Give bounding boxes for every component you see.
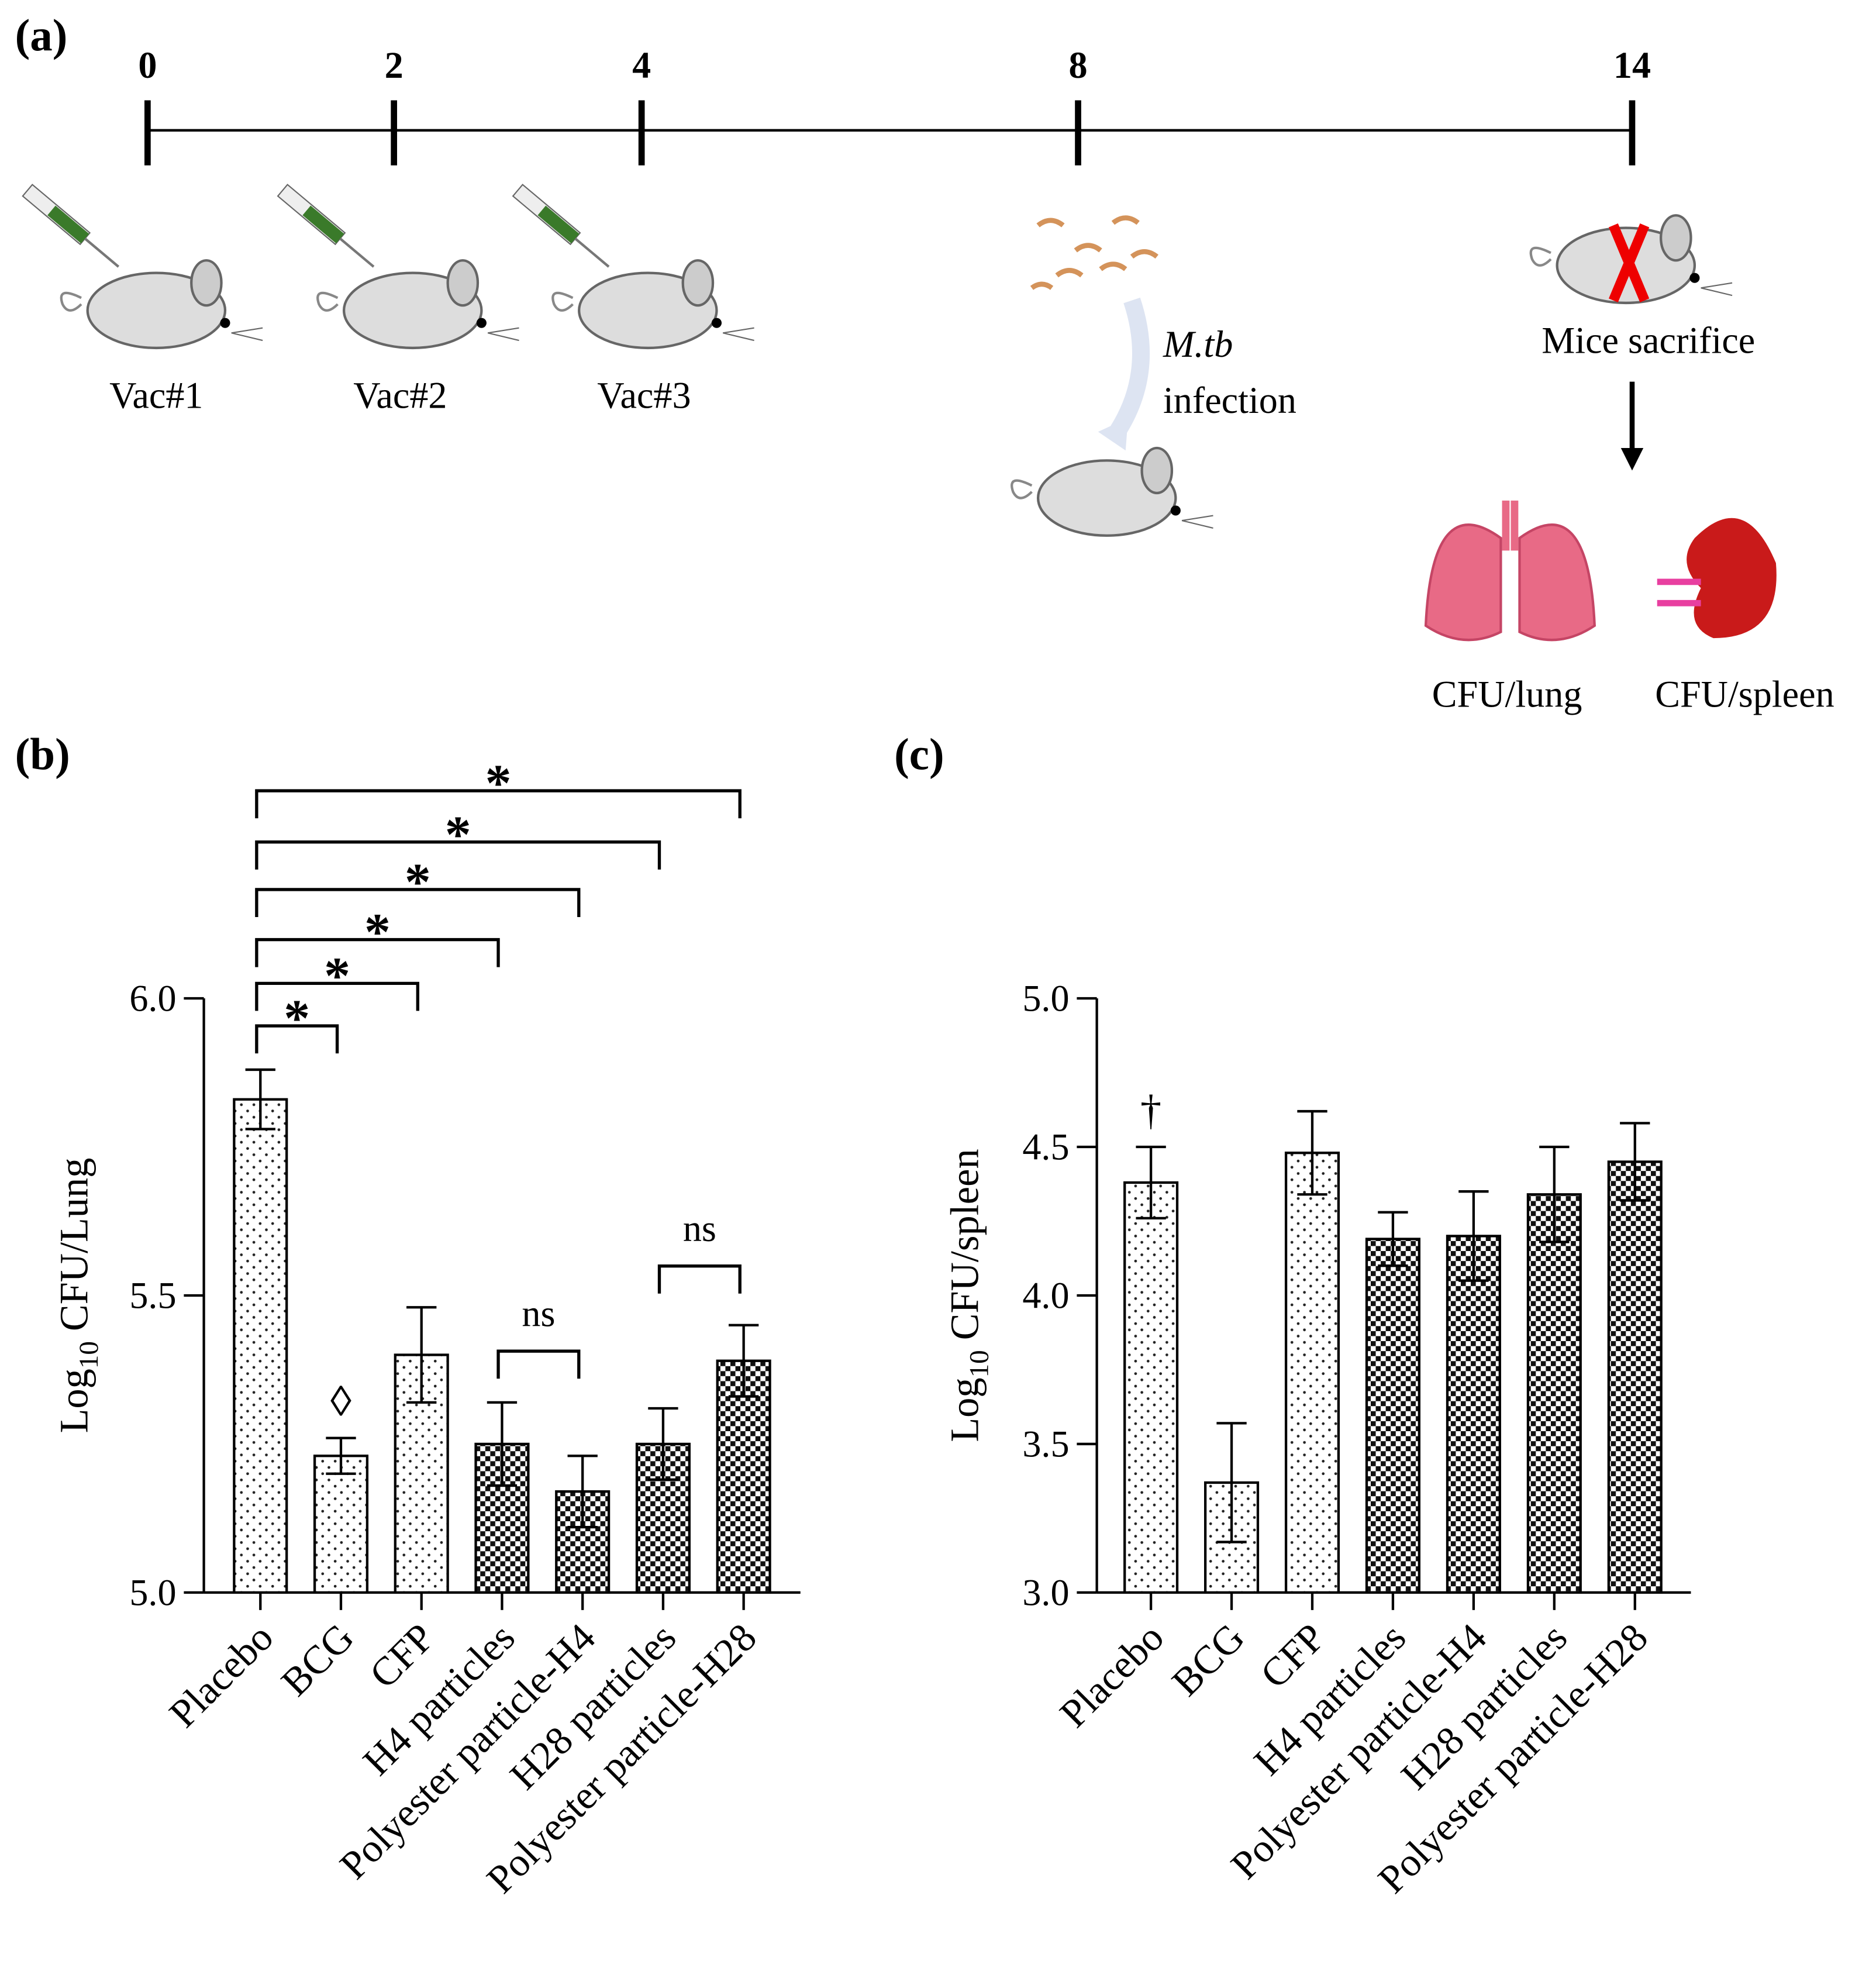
arrow-head: [1620, 448, 1644, 471]
bar: [313, 1455, 369, 1594]
bar: [233, 1098, 288, 1594]
syringe: [23, 185, 119, 267]
x-tick-label: BCG: [273, 1615, 362, 1704]
error-bar: [326, 1436, 356, 1475]
syringe: [513, 185, 609, 267]
infection-arrow: [1106, 297, 1150, 443]
y-axis-label-part: 10: [74, 1341, 104, 1369]
error-bar: [1458, 1190, 1489, 1282]
significance-bracket: [255, 981, 419, 1011]
panel-label: (b): [15, 729, 70, 780]
y-tick-label: 3.5: [1022, 1423, 1069, 1464]
significance-label: *: [324, 947, 350, 1005]
bar: [1123, 1181, 1179, 1594]
infection-label: M.tb: [1163, 323, 1233, 365]
significance-bracket: [255, 938, 500, 967]
bar-chart: (b)Log10 CFU/Lung5.05.56.0PlaceboBCGCFPH…: [15, 729, 801, 1901]
error-bar: [1297, 1109, 1327, 1196]
y-tick-label: 4.5: [1022, 1126, 1069, 1167]
week-label: 4: [632, 44, 651, 86]
organ-label: CFU/lung: [1432, 674, 1582, 715]
panel-a: (a) M.tb infection Mice sacrifice CFU/lu…: [15, 10, 1834, 715]
cross: [1608, 223, 1650, 302]
error-bar: [648, 1407, 678, 1481]
significance-bracket: [255, 789, 742, 819]
y-axis-label-part: Log: [942, 1377, 987, 1442]
significance-label: ns: [522, 1293, 555, 1334]
panel-label: (a): [15, 10, 68, 60]
trachea: [1502, 500, 1519, 551]
significance-bracket: [255, 840, 661, 870]
week-label: 2: [385, 44, 404, 86]
bar: [1365, 1238, 1420, 1594]
y-tick-label: 3.0: [1022, 1572, 1069, 1613]
y-tick-label: 6.0: [129, 977, 176, 1019]
error-bar: [728, 1324, 759, 1398]
bar: [1607, 1160, 1663, 1594]
y-axis-label: Log10 CFU/Lung: [52, 1158, 104, 1433]
vaccination-label: Vac#3: [597, 375, 691, 416]
error-bar: [1216, 1422, 1247, 1543]
significance-bracket: [657, 1264, 742, 1294]
error-bar: [1136, 1145, 1166, 1220]
vessels: [1657, 578, 1701, 607]
vaccination-label: Vac#2: [353, 375, 447, 416]
spleen: [1687, 518, 1777, 639]
y-tick-label: 5.5: [129, 1274, 176, 1316]
vaccination-label: Vac#1: [109, 375, 203, 416]
x-tick-label: BCG: [1163, 1615, 1253, 1704]
annotation: †: [1140, 1087, 1161, 1134]
bar: [1446, 1235, 1501, 1594]
error-bar: [406, 1306, 437, 1404]
y-tick-label: 4.0: [1022, 1274, 1069, 1316]
significance-bracket: [255, 888, 581, 918]
week-label: 0: [138, 44, 157, 86]
y-axis-label-part: CFU/Lung: [52, 1158, 96, 1342]
significance-bracket: [496, 1349, 581, 1379]
y-tick-label: 5.0: [1022, 977, 1069, 1019]
significance-label: *: [364, 904, 391, 962]
week-label: 8: [1068, 44, 1087, 86]
bar-chart: (c) Log10 CFU/spleen 3.0 3.5 4.0 4.5 5.0 Placeb…: [894, 729, 1691, 1901]
error-bar: [1378, 1211, 1408, 1267]
error-bar: [1620, 1122, 1650, 1202]
error-bar: [487, 1401, 518, 1487]
sacrifice-label: Mice sacrifice: [1542, 319, 1755, 361]
mouse: [1012, 448, 1213, 536]
y-axis-label-part: 10: [964, 1350, 995, 1377]
significance-label: *: [284, 990, 310, 1047]
organ-label: CFU/spleen: [1655, 674, 1834, 715]
x-tick-label: Placebo: [1051, 1615, 1172, 1736]
infection-label: infection: [1163, 380, 1296, 421]
lungs: [1424, 523, 1596, 642]
bacteria: [1030, 215, 1158, 290]
bar: [1284, 1152, 1340, 1594]
y-axis-label: Log10 CFU/spleen: [942, 1149, 994, 1442]
error-bar: [245, 1068, 275, 1131]
significance-bracket: [255, 1024, 339, 1054]
y-axis-label-part: CFU/spleen: [942, 1149, 987, 1350]
mouse: [61, 260, 263, 348]
annotation: ◊: [330, 1377, 351, 1425]
error-bar: [567, 1455, 598, 1529]
y-tick-label: 5.0: [129, 1572, 176, 1613]
week-label: 14: [1613, 44, 1651, 86]
bar: [1526, 1193, 1582, 1594]
significance-label: *: [405, 853, 431, 911]
syringe: [278, 185, 374, 267]
x-tick-label: Placebo: [161, 1615, 282, 1736]
mouse: [318, 260, 519, 348]
panel-label: (c): [894, 729, 944, 780]
significance-label: *: [445, 806, 471, 864]
arrow-head: [1098, 418, 1129, 451]
significance-label: *: [485, 754, 512, 812]
significance-label: ns: [683, 1208, 716, 1249]
error-bar: [1539, 1145, 1570, 1243]
mouse: [553, 260, 754, 348]
y-axis-label-part: Log: [52, 1369, 96, 1433]
